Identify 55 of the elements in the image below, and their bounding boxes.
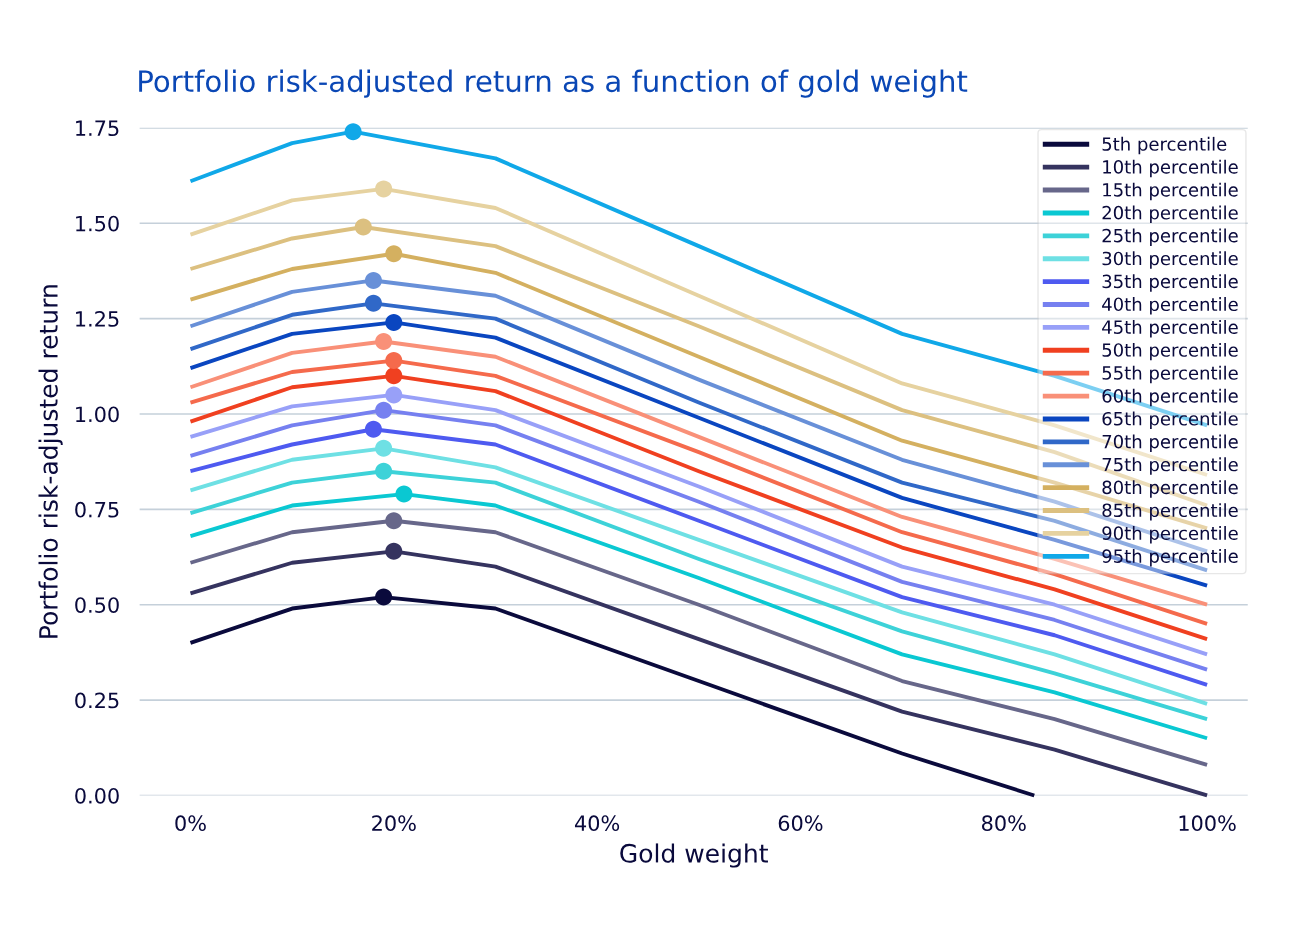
y-tick-label: 0.25	[75, 692, 119, 709]
legend-label: 85th percentile	[1102, 503, 1238, 521]
point	[375, 180, 393, 198]
y-tick-label: 0.50	[75, 597, 119, 613]
legend-label: 75th percentile	[1102, 457, 1238, 475]
legend-label: 65th percentile	[1102, 411, 1238, 430]
point	[364, 271, 382, 289]
legend-label: 45th percentile	[1102, 320, 1238, 338]
y-tick-label: 1.00	[76, 406, 119, 423]
legend-label: 50th percentile	[1102, 342, 1238, 361]
x-tick-label: 60%	[778, 815, 823, 832]
point	[375, 439, 393, 457]
legend-label: 20th percentile	[1102, 205, 1238, 224]
point	[364, 420, 382, 438]
x-tick-label: 100%	[1179, 815, 1236, 832]
x-tick-label: 80%	[982, 815, 1026, 832]
point	[385, 352, 403, 370]
point	[385, 313, 403, 331]
y-tick-label: 0.75	[75, 501, 119, 518]
point	[385, 367, 403, 385]
point	[375, 401, 393, 419]
y-tick-label: 1.75	[76, 120, 119, 137]
legend-label: 80th percentile	[1102, 480, 1238, 498]
legend-label: 95th percentile	[1102, 548, 1238, 567]
x-tick-label: 20%	[372, 815, 416, 832]
legend-label: 10th percentile	[1103, 159, 1238, 178]
x-tick-label: 0%	[175, 815, 206, 832]
x-axis-title: Gold weight	[620, 843, 768, 868]
point	[375, 588, 393, 606]
legend-label: 90th percentile	[1102, 526, 1238, 544]
point	[344, 123, 362, 141]
y-tick-label: 1.50	[76, 215, 119, 232]
legend-label: 60th percentile	[1102, 388, 1238, 407]
point	[354, 218, 372, 236]
point	[385, 245, 403, 263]
legend-label: 15th percentile	[1103, 182, 1238, 201]
x-tick-label: 40%	[574, 815, 620, 832]
point	[395, 485, 413, 503]
legend-label: 35th percentile	[1102, 274, 1238, 292]
point	[385, 512, 403, 530]
y-tick-label: 1.25	[76, 311, 119, 327]
point	[385, 386, 403, 404]
point	[375, 462, 393, 480]
point	[385, 542, 403, 560]
point	[375, 332, 393, 350]
y-axis-title: Portfolio risk-adjusted return	[38, 285, 63, 638]
legend-label: 30th percentile	[1102, 251, 1238, 269]
chart-title: Portfolio risk-adjusted return as a function of gold weight	[139, 69, 968, 98]
y-tick-label: 0.00	[75, 787, 119, 804]
point	[364, 294, 382, 312]
legend-label: 40th percentile	[1102, 297, 1238, 315]
legend-label: 5th percentile	[1102, 136, 1227, 155]
legend-label: 55th percentile	[1102, 365, 1238, 384]
legend-label: 25th percentile	[1102, 228, 1238, 246]
legend-label: 70th percentile	[1102, 434, 1238, 452]
